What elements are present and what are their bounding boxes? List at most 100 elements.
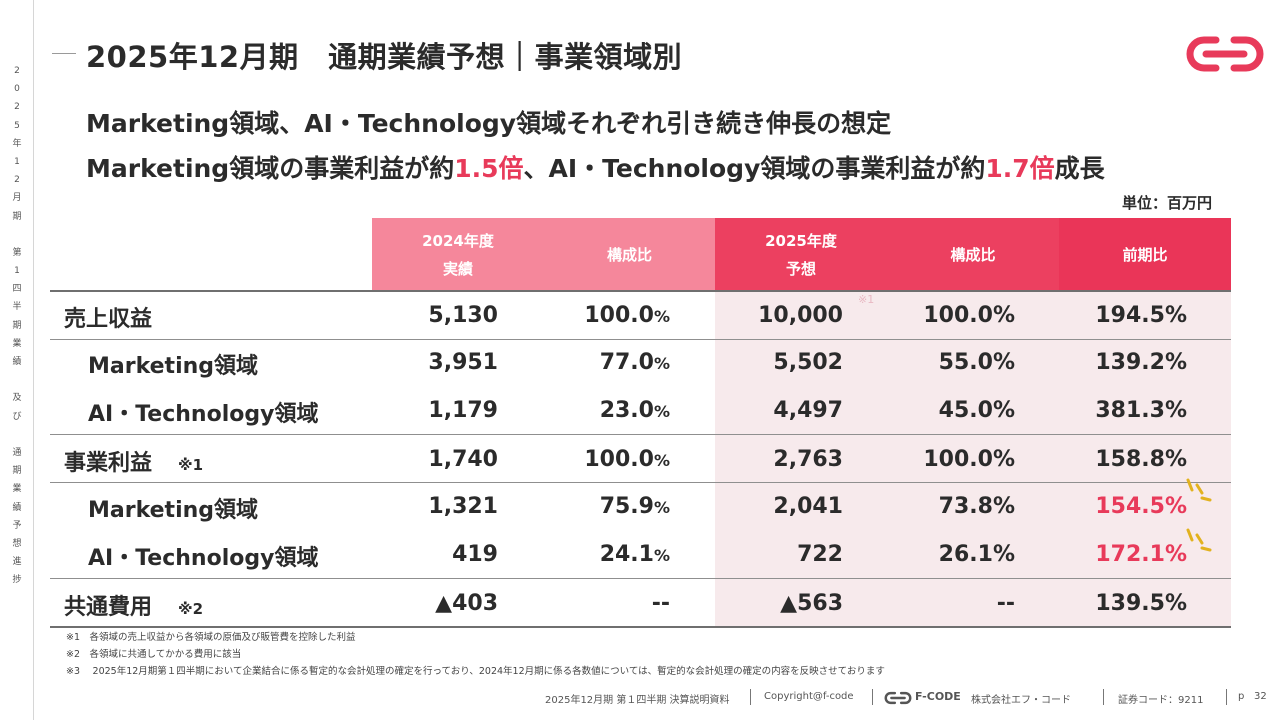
row-label: 売上収益 <box>64 301 152 333</box>
cell-actual-2024: 5,130 <box>428 303 498 328</box>
percent-unit: % <box>653 451 670 470</box>
rail-char: 半 <box>12 302 22 313</box>
sparkle-icon <box>1186 528 1212 552</box>
percent-unit: % <box>653 546 670 565</box>
cell-ratio-2025: 45.0% <box>939 398 1015 423</box>
row-label-text: 売上収益 <box>64 307 153 332</box>
cell-yoy: 158.8% <box>1095 447 1187 472</box>
rail-char: 進 <box>12 557 22 568</box>
cell-ratio-2024: 100.0% <box>584 303 670 328</box>
cell-ratio-2025: -- <box>997 591 1015 616</box>
cell-ratio-2025-value: 26.1% <box>938 542 1015 567</box>
row-label: 事業利益 ※1 <box>64 445 203 477</box>
rail-char: 年 <box>12 138 22 149</box>
rail-char: 1 <box>14 266 20 277</box>
footer-brand: F-CODE <box>915 690 961 703</box>
cell-forecast-2025-value: 5,502 <box>773 350 843 375</box>
cell-ratio-2025-value: 100.0% <box>923 303 1015 328</box>
cell-forecast-2025: 2,041 <box>773 494 843 519</box>
rail-char: 期 <box>12 320 22 331</box>
header-fy2024-line1: 2024年度 <box>422 231 494 250</box>
cell-ratio-2024: -- <box>652 591 670 616</box>
table-rule <box>50 482 1231 483</box>
cell-actual-2024-value: 419 <box>452 542 498 567</box>
cell-forecast-2025-value: 2,763 <box>773 447 843 472</box>
rail-char: 2 <box>14 175 20 186</box>
headline-text: 、AI・Technology領域の事業利益が約 <box>523 154 986 183</box>
rail-char: 期 <box>12 466 22 477</box>
cell-yoy: 139.2% <box>1095 350 1187 375</box>
cell-actual-2024: 1,321 <box>428 494 498 519</box>
cell-ratio-2025-value: 45.0% <box>938 398 1015 423</box>
percent-unit: % <box>653 307 670 326</box>
cell-ratio-2025-value: 55.0% <box>938 350 1015 375</box>
cell-ratio-2025-value: 100.0% <box>923 447 1015 472</box>
rail-char: 通 <box>12 447 22 458</box>
footnote-1: ※1 各領域の売上収益から各領域の原価及び販管費を控除した利益 <box>66 632 356 643</box>
cell-forecast-2025-value: 4,497 <box>773 398 843 423</box>
cell-yoy: 381.3% <box>1095 398 1187 423</box>
cell-ratio-2025: 55.0% <box>939 350 1015 375</box>
percent-unit: % <box>653 498 670 517</box>
footer-separator <box>872 689 873 705</box>
percent-unit: % <box>653 402 670 421</box>
footer-separator <box>1103 689 1104 705</box>
headline-line-1: Marketing領域、AI・Technology領域それぞれ引き続き伸長の想定 <box>86 109 892 138</box>
cell-yoy: 139.5% <box>1095 591 1187 616</box>
header-fy2024-line2: 実績 <box>442 259 473 278</box>
row-label-text: Marketing領域 <box>88 498 259 523</box>
rail-char: 業 <box>12 338 22 349</box>
footer-company: 株式会社エフ・コード <box>971 695 1071 706</box>
row-note-mark: ※1 <box>178 456 204 474</box>
cell-forecast-2025: 10,000 <box>758 303 843 328</box>
footer-security-code: 証券コード：9211 <box>1118 695 1204 706</box>
f-code-logo-icon <box>884 691 912 705</box>
cell-yoy-value: 194.5% <box>1095 303 1187 328</box>
header-fy2025-line2: 予想 <box>785 259 816 278</box>
row-note-mark: ※2 <box>178 600 204 618</box>
header-yoy: 前期比 <box>1059 218 1231 291</box>
cell-forecast-2025: 2,763 <box>773 447 843 472</box>
cell-ratio-2024-value: 75.9 <box>599 494 654 519</box>
table-rule <box>50 434 1231 435</box>
header-fy2025-line1: 2025年度 <box>765 231 837 250</box>
rail-char: 月 <box>12 193 22 204</box>
cell-forecast-2025-value: 722 <box>797 542 843 567</box>
footnote-2: ※2 各領域に共通してかかる費用に該当 <box>66 649 242 660</box>
cell-ratio-2024: 77.0% <box>600 350 670 375</box>
cell-ratio-2025: 100.0% <box>923 303 1015 328</box>
cell-actual-2024-value: 5,130 <box>428 303 498 328</box>
header-ratio-2024: 構成比 <box>544 218 715 291</box>
cell-forecast-2025: 722 <box>797 542 843 567</box>
cell-yoy-value: 381.3% <box>1095 398 1187 423</box>
footer-separator <box>750 689 751 705</box>
rail-char: 2 <box>14 102 20 113</box>
cell-actual-2024: ▲403 <box>435 591 498 616</box>
cell-actual-2024-value: 3,951 <box>428 350 498 375</box>
cell-ratio-2024: 75.9% <box>600 494 670 519</box>
cell-actual-2024-value: ▲403 <box>435 591 498 616</box>
cell-actual-2024: 419 <box>452 542 498 567</box>
rail-char: 績 <box>12 502 22 513</box>
table-rule-top <box>50 290 1231 292</box>
rail-char: 想 <box>12 538 22 549</box>
rail-char: び <box>12 411 22 422</box>
percent-unit: % <box>653 354 670 373</box>
cell-yoy-value: 154.5% <box>1095 494 1187 519</box>
footer: 2025年12月期 第１四半期 決算説明資料 Copyright@f-code … <box>0 688 1280 708</box>
rail-char: 捗 <box>12 575 22 586</box>
cell-yoy: 172.1% <box>1095 542 1187 567</box>
footer-copyright: Copyright@f-code <box>764 691 854 702</box>
rail-char: 0 <box>14 84 20 95</box>
footer-page-prefix: p <box>1238 691 1245 702</box>
sparkle-icon <box>1186 478 1212 502</box>
cell-yoy-value: 139.2% <box>1095 350 1187 375</box>
header-ratio-2025: 構成比 <box>887 218 1059 291</box>
header-ratio-2025-label: 構成比 <box>950 245 996 264</box>
rail-char: 四 <box>12 284 22 295</box>
cell-ratio-2024-value: -- <box>651 591 670 616</box>
cell-forecast-2025-value: 2,041 <box>773 494 843 519</box>
row-label-text: AI・Technology領域 <box>88 402 319 427</box>
row-label-text: Marketing領域 <box>88 354 259 379</box>
